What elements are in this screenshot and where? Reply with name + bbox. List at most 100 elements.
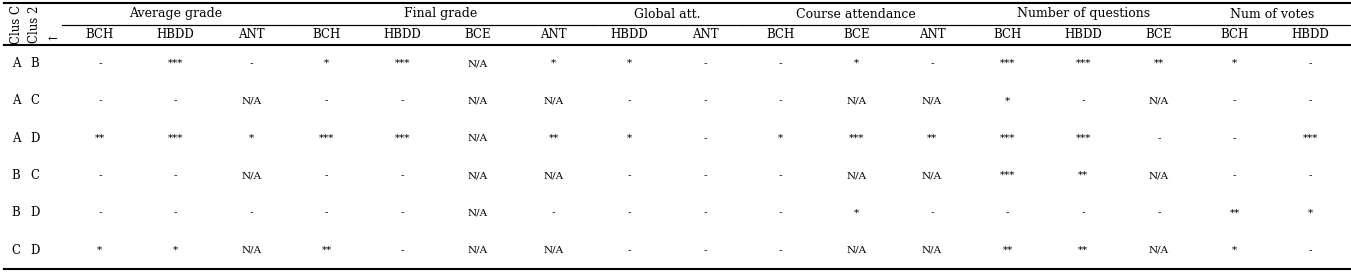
Text: -: - — [250, 59, 253, 68]
Text: A: A — [12, 94, 20, 108]
Text: *: * — [1005, 96, 1011, 105]
Text: BCE: BCE — [1146, 28, 1173, 41]
Text: A: A — [12, 132, 20, 145]
Text: N/A: N/A — [921, 171, 942, 180]
Text: Average grade: Average grade — [128, 7, 222, 20]
Text: N/A: N/A — [543, 171, 563, 180]
Text: *: * — [551, 59, 557, 68]
Text: ***: *** — [1000, 134, 1015, 143]
Text: -: - — [1232, 96, 1236, 105]
Text: HBDD: HBDD — [157, 28, 195, 41]
Text: *: * — [627, 134, 632, 143]
Text: **: ** — [1078, 246, 1089, 255]
Text: ***: *** — [394, 134, 411, 143]
Text: -: - — [1158, 209, 1161, 218]
Text: -: - — [628, 96, 631, 105]
Text: -: - — [174, 171, 177, 180]
Text: -: - — [99, 171, 101, 180]
Text: C: C — [12, 244, 20, 257]
Text: D: D — [30, 244, 39, 257]
Text: **: ** — [1002, 246, 1013, 255]
Text: -: - — [931, 209, 934, 218]
Text: Final grade: Final grade — [404, 7, 477, 20]
Text: BCH: BCH — [85, 28, 113, 41]
Text: N/A: N/A — [846, 171, 866, 180]
Text: N/A: N/A — [467, 96, 488, 105]
Text: N/A: N/A — [240, 96, 261, 105]
Text: N/A: N/A — [921, 96, 942, 105]
Text: -: - — [1158, 134, 1161, 143]
Text: -: - — [1006, 209, 1009, 218]
Text: N/A: N/A — [1148, 171, 1169, 180]
Text: BCH: BCH — [993, 28, 1021, 41]
Text: N/A: N/A — [467, 209, 488, 218]
Text: -: - — [704, 96, 707, 105]
Text: BCH: BCH — [766, 28, 794, 41]
Text: C: C — [31, 169, 39, 182]
Text: BCE: BCE — [843, 28, 870, 41]
Text: **: ** — [1078, 171, 1089, 180]
Text: -: - — [704, 134, 707, 143]
Text: -: - — [1308, 171, 1312, 180]
Text: -: - — [1232, 171, 1236, 180]
Text: HBDD: HBDD — [1292, 28, 1329, 41]
Text: -: - — [704, 171, 707, 180]
Text: -: - — [628, 209, 631, 218]
Text: *: * — [1232, 246, 1238, 255]
Text: -: - — [1308, 59, 1312, 68]
Text: -: - — [931, 59, 934, 68]
Text: Clus 2: Clus 2 — [28, 5, 42, 43]
Text: ***: *** — [1075, 134, 1090, 143]
Text: -: - — [1308, 246, 1312, 255]
Text: -: - — [99, 96, 101, 105]
Text: BCE: BCE — [465, 28, 492, 41]
Text: ANT: ANT — [692, 28, 719, 41]
Text: *: * — [778, 134, 784, 143]
Text: -: - — [780, 96, 782, 105]
Text: ***: *** — [394, 59, 411, 68]
Text: -: - — [628, 246, 631, 255]
Text: N/A: N/A — [1148, 96, 1169, 105]
Text: *: * — [249, 134, 254, 143]
Text: ***: *** — [319, 134, 335, 143]
Text: D: D — [30, 132, 39, 145]
Text: Number of questions: Number of questions — [1017, 7, 1150, 20]
Text: BCH: BCH — [1220, 28, 1248, 41]
Text: *: * — [1232, 59, 1238, 68]
Text: -: - — [1082, 96, 1085, 105]
Text: -: - — [704, 59, 707, 68]
Text: HBDD: HBDD — [384, 28, 422, 41]
Text: B: B — [31, 57, 39, 70]
Text: N/A: N/A — [921, 246, 942, 255]
Text: *: * — [324, 59, 330, 68]
Text: Clus C: Clus C — [9, 4, 23, 43]
Text: N/A: N/A — [846, 246, 866, 255]
Text: -: - — [174, 209, 177, 218]
Text: ←: ← — [47, 32, 57, 46]
Text: -: - — [780, 59, 782, 68]
Text: N/A: N/A — [543, 96, 563, 105]
Text: *: * — [854, 209, 859, 218]
Text: A: A — [12, 57, 20, 70]
Text: *: * — [173, 246, 178, 255]
Text: -: - — [401, 209, 404, 218]
Text: -: - — [250, 209, 253, 218]
Text: *: * — [854, 59, 859, 68]
Text: -: - — [780, 246, 782, 255]
Text: -: - — [1082, 209, 1085, 218]
Text: Num of votes: Num of votes — [1231, 7, 1315, 20]
Text: -: - — [704, 246, 707, 255]
Text: ***: *** — [1000, 171, 1015, 180]
Text: **: ** — [1154, 59, 1165, 68]
Text: Global att.: Global att. — [634, 7, 700, 20]
Text: **: ** — [322, 246, 332, 255]
Text: -: - — [1308, 96, 1312, 105]
Text: **: ** — [549, 134, 559, 143]
Text: -: - — [401, 96, 404, 105]
Text: -: - — [326, 171, 328, 180]
Text: -: - — [780, 209, 782, 218]
Text: N/A: N/A — [240, 171, 261, 180]
Text: **: ** — [1229, 209, 1240, 218]
Text: ***: *** — [168, 134, 184, 143]
Text: -: - — [704, 209, 707, 218]
